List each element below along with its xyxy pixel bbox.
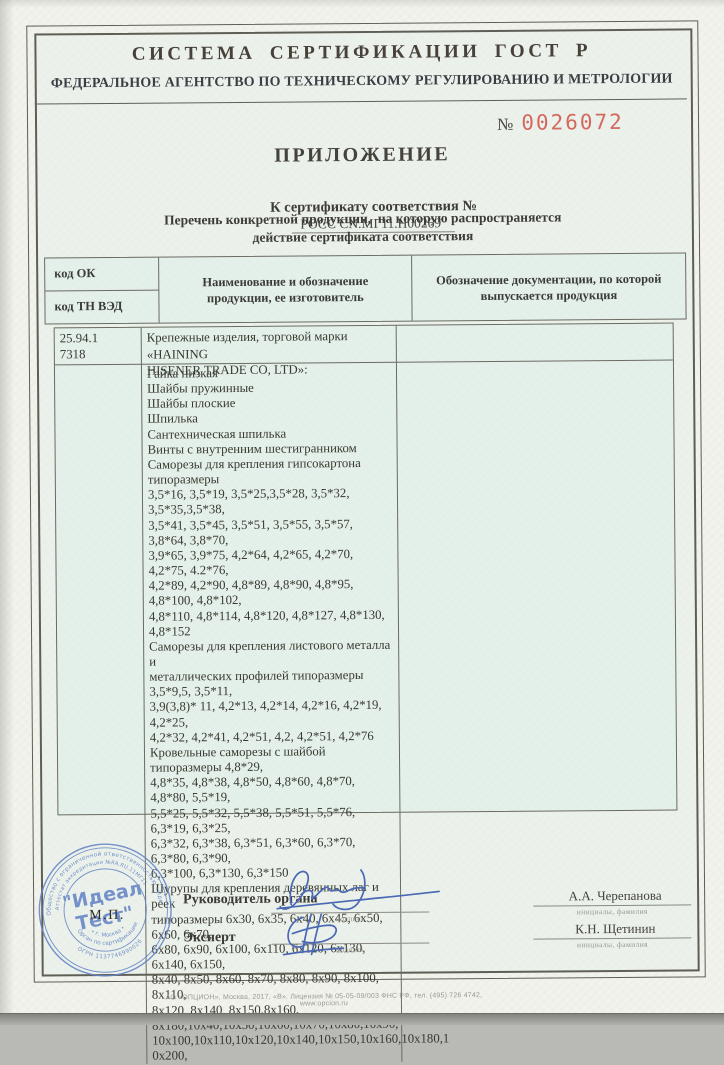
head-name-caption: инициалы, фамилия — [576, 906, 648, 917]
ideal-test-stamp: Общество с ограниченной ответственностью… — [26, 830, 172, 977]
table-body: 25.94.1 7318 Крепежные изделия, торговой… — [53, 322, 678, 1065]
expert-name: К.Н. Щетинин — [575, 920, 656, 937]
header-product-column: Наименование и обозначение продукции, ее… — [159, 255, 413, 323]
head-name: А.А. Черепанова — [568, 887, 662, 904]
scan-edge-top — [0, 0, 724, 8]
expert-label: Эксперт — [183, 930, 236, 946]
cell-codes: 25.94.1 7318 — [54, 327, 142, 366]
expert-name-caption: инициалы, фамилия — [576, 939, 649, 950]
cell-documentation-top — [396, 323, 673, 363]
cell-product-title: Крепежные изделия, торговой марки «HAINI… — [141, 325, 397, 378]
printing-house-info: АО «ОПЦИОН», Москва, 2017, «В». Лицензия… — [165, 992, 483, 1008]
number-sign: № — [496, 114, 514, 134]
header-documentation-column: Обозначение документации, по которой вып… — [436, 271, 662, 303]
blank-number-digits: 0026072 — [521, 109, 624, 135]
blank-number: № 0026072 — [497, 110, 624, 135]
header-code-ok: код ОК — [45, 257, 159, 291]
page-content: СИСТЕМА СЕРТИФИКАЦИИ ГОСТ Р ФЕДЕРАЛЬНОЕ … — [26, 20, 706, 1065]
header-code-tnved: код ТН ВЭД — [54, 299, 123, 314]
cell-documentation-bottom — [397, 361, 678, 1062]
head-signature — [276, 869, 440, 911]
scanner-background-strip — [0, 1013, 724, 1025]
table-header-code-column: код ОК код ТН ВЭД — [45, 257, 160, 324]
expert-signature — [282, 913, 345, 956]
scan-edge-left — [0, 0, 14, 1014]
stamp-place-label: М.П. — [89, 907, 125, 924]
table-header: код ОК код ТН ВЭД Наименование и обознач… — [44, 252, 687, 325]
